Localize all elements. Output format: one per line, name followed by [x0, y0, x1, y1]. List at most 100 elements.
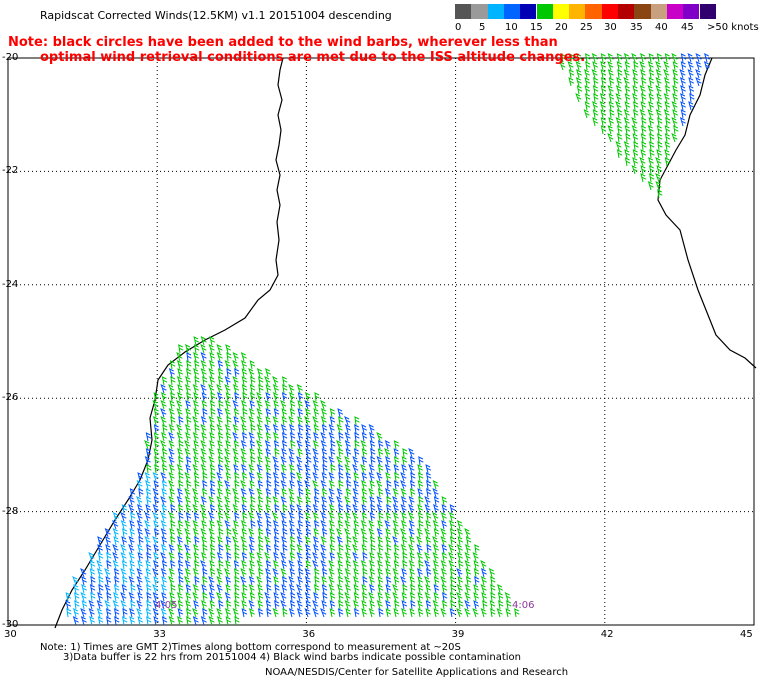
- wind-barb: [210, 472, 216, 482]
- wind-barb: [377, 560, 383, 570]
- wind-barb: [264, 512, 271, 522]
- wind-barb: [593, 77, 599, 87]
- wind-barb: [352, 511, 359, 522]
- wind-barb: [679, 69, 686, 79]
- wind-barb: [249, 552, 255, 562]
- wind-barb: [680, 109, 687, 119]
- wind-barb: [433, 576, 440, 586]
- wind-barb: [193, 344, 200, 354]
- wind-barb: [361, 504, 368, 514]
- wind-barb: [481, 592, 488, 602]
- wind-barb: [152, 416, 159, 426]
- wind-barb: [304, 440, 311, 450]
- wind-barb: [656, 93, 663, 103]
- wind-barb: [440, 568, 447, 578]
- wind-barb: [176, 423, 183, 434]
- wind-barb: [153, 424, 160, 434]
- wind-barb: [192, 464, 199, 474]
- wind-barb: [145, 608, 152, 618]
- wind-barb: [312, 512, 319, 522]
- wind-barb: [320, 520, 327, 530]
- wind-barb: [425, 584, 432, 594]
- wind-barb: [193, 456, 200, 466]
- wind-barb: [224, 520, 231, 530]
- wind-barb: [216, 616, 223, 626]
- wind-barb: [138, 488, 144, 498]
- wind-barb: [369, 536, 376, 546]
- wind-barb: [81, 600, 88, 610]
- wind-barb: [633, 61, 639, 71]
- wind-barb: [585, 61, 591, 71]
- wind-barb: [336, 527, 343, 538]
- wind-barb: [457, 600, 464, 610]
- wind-barb: [186, 416, 192, 426]
- wind-barb: [297, 560, 304, 570]
- wind-barb: [329, 448, 336, 458]
- wind-barb: [336, 536, 343, 546]
- wind-barb: [320, 543, 327, 554]
- wind-barb: [576, 69, 582, 79]
- wind-barb: [241, 560, 247, 570]
- wind-barb: [232, 527, 239, 538]
- wind-barb: [376, 456, 383, 466]
- wind-barb: [96, 608, 103, 618]
- wind-barb: [672, 85, 679, 95]
- wind-barb: [225, 472, 232, 482]
- wind-barb: [248, 512, 255, 522]
- wind-barb: [161, 576, 168, 586]
- wind-barb: [425, 464, 432, 474]
- wind-barb: [258, 544, 264, 554]
- wind-barb: [361, 480, 367, 490]
- wind-barb: [250, 496, 256, 506]
- wind-barb: [354, 424, 360, 434]
- wind-barb: [338, 544, 344, 554]
- wind-barb: [161, 560, 168, 570]
- wind-barb: [80, 607, 87, 618]
- wind-barb: [192, 400, 199, 410]
- wind-barb: [209, 336, 216, 346]
- wind-barb: [234, 392, 240, 402]
- wind-barb: [321, 568, 328, 578]
- wind-barb: [417, 488, 424, 498]
- wind-barb: [178, 576, 184, 586]
- wind-barb: [345, 560, 352, 570]
- wind-barb: [96, 600, 103, 610]
- legend-swatch: [634, 4, 651, 19]
- wind-barb: [232, 487, 239, 498]
- wind-barb: [425, 608, 432, 618]
- wind-barb: [600, 117, 607, 127]
- wind-barb: [234, 584, 240, 594]
- wind-barb: [272, 520, 279, 530]
- wind-barb: [322, 464, 328, 474]
- wind-barb: [128, 576, 135, 586]
- wind-barb: [273, 400, 280, 410]
- wind-barb: [184, 424, 191, 434]
- wind-barb: [664, 101, 671, 111]
- wind-barb: [170, 520, 176, 530]
- wind-barb: [192, 616, 199, 626]
- wind-barb: [329, 600, 336, 610]
- wind-barb: [433, 504, 439, 514]
- wind-barb: [322, 456, 328, 466]
- wind-barb: [266, 576, 272, 586]
- wind-barb: [129, 520, 136, 530]
- wind-barb: [400, 504, 407, 514]
- wind-barb: [329, 552, 336, 562]
- wind-barb: [663, 93, 670, 103]
- wind-barb: [232, 504, 239, 514]
- wind-barb: [385, 584, 392, 594]
- map-title: Rapidscat Corrected Winds(12.5KM) v1.1 2…: [40, 9, 392, 22]
- wind-barb: [328, 568, 335, 578]
- wind-barb: [274, 504, 280, 514]
- wind-barb: [208, 616, 215, 626]
- wind-barb: [169, 360, 176, 370]
- wind-barb: [370, 504, 376, 514]
- wind-barb: [450, 576, 456, 586]
- wind-barb: [296, 464, 303, 474]
- wind-barb: [648, 157, 654, 167]
- wind-barb: [313, 528, 320, 538]
- wind-barb: [449, 568, 456, 578]
- wind-barb: [440, 528, 447, 538]
- wind-barb: [416, 568, 423, 578]
